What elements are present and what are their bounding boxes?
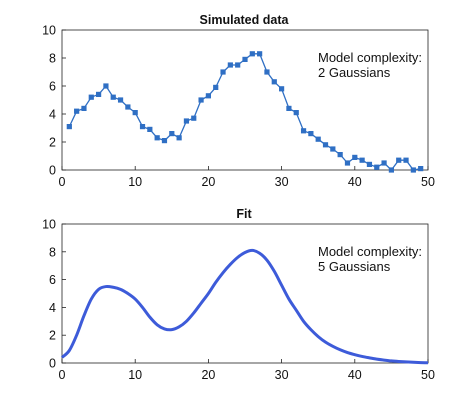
y-tick-label: 2 [49,136,56,150]
data-point [235,62,241,68]
data-point [213,84,219,90]
x-tick-label: 10 [128,175,142,189]
data-point [242,56,248,62]
x-tick-label: 30 [275,368,289,382]
data-point [322,142,329,148]
data-point [191,115,197,121]
y-tick-label: 2 [49,329,56,343]
data-point [117,97,124,103]
data-point [249,51,255,57]
data-point [374,164,380,170]
simulated-data-chart: Simulated data 0 10 20 30 40 50 0 2 4 6 8 10 Model … [42,13,435,189]
y-tick-label: 10 [42,218,56,232]
y-tick-label: 8 [49,245,56,259]
fit-chart: Fit 0 10 20 30 40 50 0 2 4 6 8 10 Model complexity:… [42,207,435,382]
data-point [103,83,109,89]
data-point [227,62,233,68]
data-point [220,69,226,75]
x-tick-label: 0 [59,175,66,189]
plot-area-frame [61,29,429,171]
annotation-line-2: 5 Gaussians [318,259,391,274]
data-point [344,160,351,166]
data-point [183,118,190,124]
data-point [147,126,153,132]
data-point [337,152,343,158]
x-tick-label: 30 [275,175,289,189]
y-tick-label: 0 [49,164,56,178]
data-point [315,136,321,142]
chart-title: Simulated data [200,13,290,27]
series-markers [66,51,424,173]
data-point [300,128,307,134]
annotation-line-1: Model complexity: [318,244,422,259]
data-point [359,157,365,163]
data-point [198,97,204,103]
data-point [366,161,373,167]
y-tick-label: 4 [49,301,56,315]
x-tick-label: 40 [348,368,362,382]
x-tick-label: 0 [59,368,66,382]
data-point [154,135,160,141]
data-point [74,108,80,114]
data-point [88,94,94,100]
data-point [66,124,72,130]
data-point [330,146,336,152]
chart-title: Fit [236,207,252,221]
data-point [139,124,146,130]
data-point [352,154,358,160]
x-tick-label: 50 [421,175,435,189]
y-tick-label: 0 [49,357,56,371]
data-point [161,138,168,144]
x-tick-label: 20 [201,368,215,382]
series-line [60,248,429,365]
data-point [264,69,270,75]
plot-area-frame [61,223,429,364]
data-point [205,93,211,99]
data-point [125,104,131,110]
data-point [286,105,292,111]
data-point [96,91,102,97]
data-point [176,135,182,141]
data-point [169,131,175,137]
data-point [110,94,116,100]
data-point [410,167,416,173]
data-point [418,166,424,172]
annotation-line-1: Model complexity: [318,50,422,65]
data-point [257,51,263,57]
y-tick-label: 6 [49,80,56,94]
axis-ticks: 0 10 20 30 40 50 0 2 4 6 8 10 [42,24,435,190]
axis-ticks: 0 10 20 30 40 50 0 2 4 6 8 10 [42,218,435,383]
data-point [388,167,394,173]
data-point [293,110,299,116]
data-point [132,110,138,116]
y-tick-label: 4 [49,108,56,122]
y-tick-label: 8 [49,52,56,66]
data-point [396,157,402,163]
y-tick-label: 6 [49,273,56,287]
data-point [279,86,285,92]
data-point [403,157,409,163]
data-point [271,79,277,85]
annotation-line-2: 2 Gaussians [318,65,391,80]
data-point [81,105,87,111]
y-tick-label: 10 [42,24,56,38]
x-tick-label: 40 [348,175,362,189]
data-point [381,160,387,166]
x-tick-label: 50 [421,368,435,382]
x-tick-label: 10 [128,368,142,382]
x-tick-label: 20 [201,175,215,189]
data-point [308,131,314,137]
